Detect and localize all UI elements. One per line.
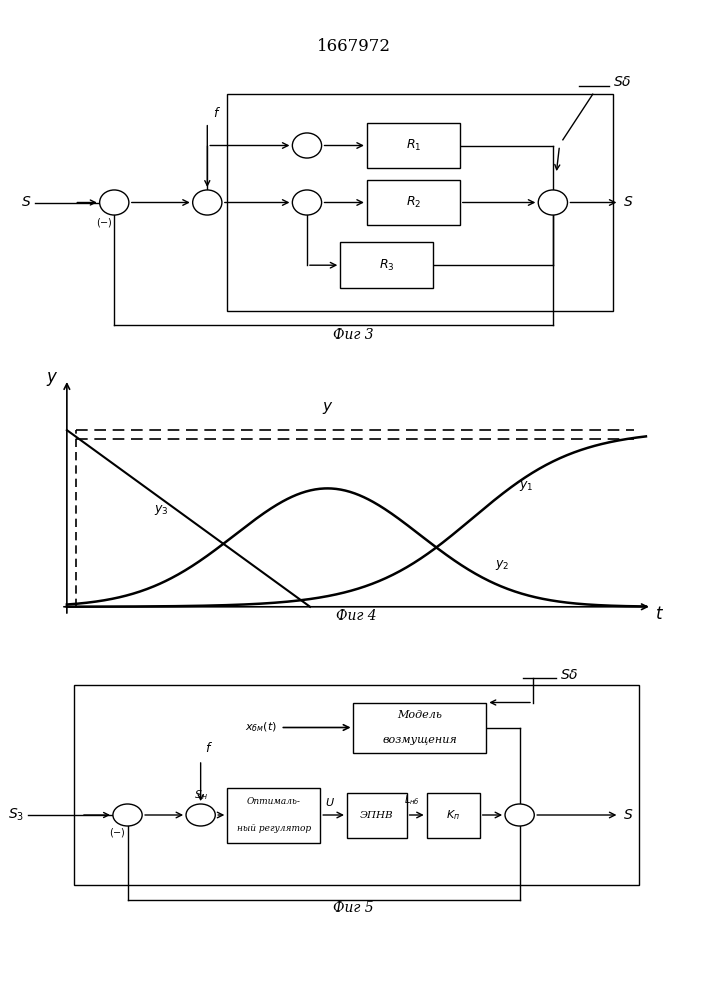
- Text: $S_н$: $S_н$: [194, 789, 208, 802]
- Text: $S$: $S$: [21, 196, 31, 210]
- Bar: [347, 792, 407, 837]
- Text: $y_3$: $y_3$: [153, 503, 168, 517]
- Bar: [227, 788, 320, 842]
- Circle shape: [193, 190, 222, 215]
- Text: 1667972: 1667972: [317, 38, 390, 55]
- Bar: [367, 180, 460, 225]
- Text: $y$: $y$: [46, 370, 58, 388]
- Circle shape: [293, 190, 322, 215]
- Text: $U$: $U$: [325, 796, 335, 808]
- Bar: [227, 94, 613, 311]
- Text: $f$: $f$: [204, 741, 213, 755]
- Text: $y_2$: $y_2$: [496, 558, 510, 572]
- Circle shape: [186, 804, 215, 826]
- Text: $y$: $y$: [322, 400, 333, 416]
- Text: Фиг 5: Фиг 5: [333, 901, 374, 915]
- Bar: [426, 792, 480, 837]
- Text: Фиг 3: Фиг 3: [333, 328, 374, 342]
- Text: $K_п$: $K_п$: [446, 808, 460, 822]
- Text: $R_1$: $R_1$: [406, 138, 421, 153]
- Circle shape: [505, 804, 534, 826]
- Text: ЭПНВ: ЭПНВ: [360, 810, 394, 820]
- Circle shape: [100, 190, 129, 215]
- Text: $(-)$: $(-)$: [96, 216, 112, 229]
- Text: $R_2$: $R_2$: [406, 195, 421, 210]
- Bar: [340, 242, 433, 288]
- Text: $S$: $S$: [623, 808, 633, 822]
- Circle shape: [538, 190, 568, 215]
- Text: ный регулятор: ный регулятор: [237, 824, 311, 833]
- Text: $S_3$: $S_3$: [8, 807, 25, 823]
- Circle shape: [113, 804, 142, 826]
- Text: Фиг 4: Фиг 4: [336, 609, 377, 623]
- Text: $S$: $S$: [623, 196, 633, 210]
- Text: $L_{нб}$: $L_{нб}$: [404, 794, 420, 808]
- Text: возмущения: возмущения: [382, 735, 457, 745]
- Text: Модель: Модель: [397, 710, 443, 720]
- Text: $S\delta$: $S\delta$: [613, 75, 631, 89]
- Text: $f$: $f$: [213, 106, 221, 120]
- Bar: [354, 702, 486, 752]
- Text: $x_{бм}(t)$: $x_{бм}(t)$: [245, 721, 277, 734]
- Circle shape: [293, 133, 322, 158]
- Text: Оптималь-: Оптималь-: [247, 797, 300, 806]
- Bar: [74, 685, 639, 885]
- Text: $(-)$: $(-)$: [109, 826, 126, 839]
- Bar: [367, 123, 460, 168]
- Text: $y_1$: $y_1$: [518, 479, 533, 493]
- Text: $R_3$: $R_3$: [379, 258, 395, 273]
- Text: $S\delta$: $S\delta$: [559, 668, 578, 682]
- Text: $t$: $t$: [655, 606, 664, 623]
